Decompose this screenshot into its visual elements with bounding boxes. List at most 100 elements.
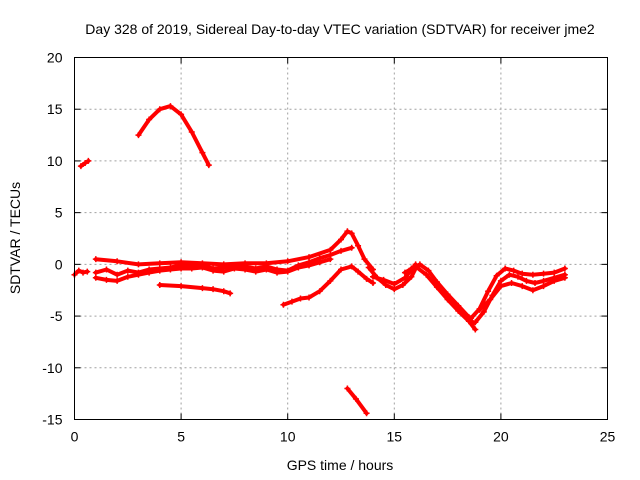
series-rebound-a <box>468 265 568 322</box>
data-point <box>327 246 334 253</box>
data-point <box>263 266 270 273</box>
data-point <box>327 277 334 284</box>
y-axis-label: SDTVAR / TECUs <box>7 182 23 294</box>
data-point <box>210 286 217 293</box>
data-point <box>480 308 487 315</box>
data-point <box>540 283 547 290</box>
data-point <box>288 298 295 305</box>
data-point <box>408 265 415 272</box>
series-arc-high <box>135 103 212 169</box>
data-point <box>369 273 376 280</box>
data-point <box>338 247 344 254</box>
x-axis-label: GPS time / hours <box>287 457 394 473</box>
data-point <box>508 279 515 286</box>
data-point <box>306 262 313 269</box>
data-point <box>75 267 82 274</box>
y-tick-label: 5 <box>55 205 63 221</box>
data-point <box>242 260 249 267</box>
data-point <box>401 274 408 281</box>
data-point <box>348 230 355 237</box>
data-point <box>493 272 500 279</box>
data-point <box>114 277 121 284</box>
data-point <box>348 244 355 251</box>
y-tick-label: -15 <box>42 412 62 428</box>
series-band-lower <box>92 256 334 284</box>
data-point <box>284 268 291 275</box>
y-tick-label: -5 <box>50 308 63 324</box>
data-point <box>532 279 539 286</box>
data-point <box>472 326 479 333</box>
data-point <box>523 277 530 284</box>
data-point <box>156 260 163 267</box>
data-point <box>220 288 227 295</box>
data-point <box>242 266 249 273</box>
y-tick-label: 15 <box>47 101 63 117</box>
data-point <box>510 267 517 274</box>
data-point <box>263 260 270 267</box>
data-point <box>199 285 206 292</box>
data-point <box>210 267 217 274</box>
data-point <box>220 268 227 275</box>
data-point <box>401 269 408 276</box>
data-point <box>487 296 494 303</box>
x-tick-label: 20 <box>493 429 509 445</box>
data-point <box>178 283 185 290</box>
data-point <box>124 273 131 280</box>
x-tick-label: 0 <box>71 429 79 445</box>
data-point <box>382 282 389 289</box>
data-point <box>455 302 462 309</box>
data-point <box>365 264 372 271</box>
data-point <box>167 103 174 110</box>
data-point <box>485 288 492 295</box>
data-point <box>231 265 238 272</box>
data-point <box>227 290 234 297</box>
data-point <box>363 275 370 282</box>
series-line <box>345 386 369 416</box>
series-early-high <box>77 157 92 170</box>
series-line <box>93 229 375 272</box>
data-point <box>316 288 323 295</box>
x-tick-label: 25 <box>600 429 616 445</box>
data-point <box>135 271 142 278</box>
data-point <box>103 266 110 273</box>
data-point <box>103 276 110 283</box>
data-point <box>472 319 479 326</box>
data-point <box>551 269 558 276</box>
data-point <box>146 116 153 123</box>
x-tick-label: 5 <box>177 429 185 445</box>
data-point <box>468 315 475 322</box>
series-drop-low <box>344 385 370 417</box>
series-line <box>409 262 476 326</box>
data-point <box>295 264 302 271</box>
data-point <box>529 271 536 278</box>
data-point <box>399 282 406 289</box>
data-point <box>408 273 415 280</box>
data-point <box>444 291 451 298</box>
data-point <box>135 132 142 139</box>
data-point <box>220 261 227 268</box>
y-tick-label: 10 <box>47 153 63 169</box>
data-point <box>135 261 142 268</box>
data-point <box>519 283 526 290</box>
data-point <box>519 270 526 277</box>
data-point <box>146 269 153 276</box>
series-line <box>403 264 478 332</box>
data-point <box>344 228 351 235</box>
data-point <box>188 128 195 135</box>
data-point <box>561 265 568 272</box>
data-point <box>561 274 568 281</box>
series-early-start <box>71 267 91 278</box>
data-point <box>327 256 334 263</box>
data-point <box>82 159 89 166</box>
data-point <box>348 263 355 270</box>
grid <box>74 57 608 420</box>
data-point <box>355 268 362 275</box>
data-point <box>363 410 370 417</box>
data-point <box>274 269 281 276</box>
data-point <box>178 259 185 266</box>
chart-title: Day 328 of 2019, Sidereal Day-to-day VTE… <box>85 21 595 37</box>
data-point <box>433 278 440 285</box>
series-rebound-c <box>476 274 568 313</box>
data-point <box>156 106 163 113</box>
